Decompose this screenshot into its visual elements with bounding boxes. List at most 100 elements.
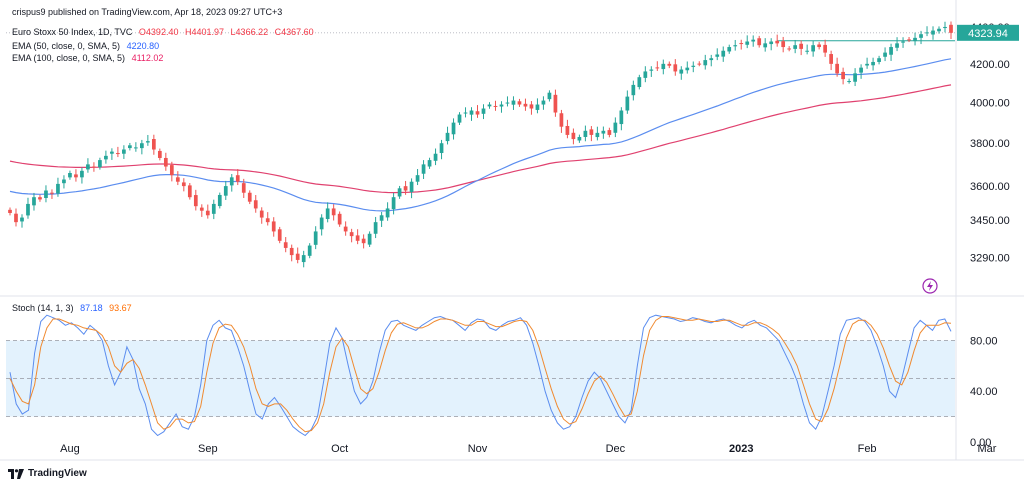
- tradingview-logo-icon: [8, 468, 24, 479]
- ema50-value: 4220.80: [126, 41, 160, 51]
- candle-body: [607, 130, 612, 135]
- candle-body: [517, 101, 522, 105]
- candle-body: [26, 203, 30, 216]
- candle-body: [601, 130, 606, 134]
- candle-body: [673, 64, 678, 72]
- candle-body: [931, 30, 935, 35]
- candle-body: [583, 130, 588, 137]
- candle-body: [439, 143, 444, 154]
- candle-body: [817, 44, 821, 48]
- candle-body: [523, 103, 528, 107]
- candle-body: [68, 172, 72, 178]
- ema100-label[interactable]: EMA (100, close, 0, SMA, 5): [12, 53, 126, 63]
- candle-body: [451, 122, 456, 135]
- candle-body: [349, 232, 354, 237]
- candle-body: [271, 221, 276, 232]
- ema50-label[interactable]: EMA (50, close, 0, SMA, 5): [12, 41, 121, 51]
- candle-body: [193, 195, 198, 207]
- candle-body: [895, 43, 899, 48]
- last-price-tag: [957, 24, 1019, 41]
- candle-body: [391, 197, 396, 210]
- candle-body: [469, 110, 474, 115]
- time-tick-label: 2023: [729, 443, 753, 455]
- candle-body: [104, 155, 108, 160]
- candle-body: [649, 69, 654, 71]
- candle-body: [937, 28, 941, 32]
- candle-body: [799, 43, 804, 49]
- candle-body: [487, 104, 492, 107]
- candle-body: [301, 255, 306, 263]
- candle-body: [140, 143, 144, 149]
- candle-body: [865, 63, 869, 66]
- candle-body: [685, 67, 690, 71]
- candle-body: [541, 100, 546, 105]
- candle-body: [331, 208, 336, 216]
- candle-body: [445, 132, 450, 142]
- candle-body: [727, 47, 732, 52]
- candle-body: [86, 164, 90, 170]
- ohlc-close: C4367.60: [274, 27, 314, 37]
- candle-body: [691, 65, 696, 67]
- candle-body: [643, 71, 648, 78]
- candle-body: [709, 58, 714, 61]
- candle-body: [853, 73, 857, 82]
- stoch-tick-label: 40.00: [970, 386, 998, 398]
- candle-body: [913, 37, 917, 42]
- candle-body: [715, 54, 720, 57]
- candle-body: [613, 122, 618, 133]
- stoch-label[interactable]: Stoch (14, 1, 3): [12, 303, 74, 313]
- price-tick-label: 3290.00: [970, 253, 1010, 265]
- candle-body: [265, 218, 270, 223]
- candle-body: [397, 188, 402, 197]
- ema100-legend[interactable]: EMA (100, close, 0, SMA, 5) 4112.02: [12, 53, 167, 63]
- ohlc-low: L4366.22: [230, 27, 269, 37]
- symbol-line[interactable]: Euro Stoxx 50 Index, 1D, TVC O4392.40 H4…: [12, 27, 318, 37]
- ohlc-open: O4392.40: [138, 27, 179, 37]
- last-price-value: 4323.94: [968, 28, 1008, 40]
- candle-body: [547, 92, 552, 100]
- candle-body: [50, 192, 54, 194]
- candle-body: [475, 111, 480, 115]
- candle-body: [433, 153, 438, 161]
- stoch-tick-label: 0.00: [970, 437, 991, 449]
- candle-body: [110, 151, 114, 154]
- candle-body: [175, 177, 180, 182]
- lightning-icon: [922, 278, 938, 294]
- tradingview-brand[interactable]: TradingView: [8, 468, 87, 479]
- ohlc-high: H4401.97: [184, 27, 225, 37]
- candle-body: [38, 197, 42, 200]
- candle-body: [157, 150, 162, 158]
- candle-body: [343, 226, 348, 232]
- brand-text[interactable]: TradingView: [28, 468, 87, 479]
- candle-body: [367, 233, 372, 245]
- ema100-value: 4112.02: [131, 53, 164, 63]
- stoch-legend[interactable]: Stoch (14, 1, 3) 87.18 93.67: [12, 303, 136, 313]
- candle-body: [637, 77, 642, 88]
- ema50-legend[interactable]: EMA (50, close, 0, SMA, 5) 4220.80: [12, 41, 163, 51]
- candle-body: [553, 94, 558, 113]
- candle-body: [205, 210, 210, 216]
- candle-body: [631, 84, 636, 96]
- stoch-d-line: [9, 316, 952, 433]
- candle-body: [883, 52, 887, 57]
- candle-body: [841, 71, 845, 80]
- candle-body: [181, 182, 186, 187]
- candle-body: [793, 45, 798, 49]
- candle-body: [169, 165, 174, 176]
- candle-body: [295, 253, 300, 260]
- candle-body: [355, 235, 360, 241]
- time-tick-label: Mar: [977, 443, 996, 455]
- candle-body: [373, 222, 378, 234]
- candle-body: [655, 67, 660, 69]
- candle-body: [421, 164, 426, 174]
- time-tick-label: Aug: [60, 443, 80, 455]
- price-tick-label: 4000.00: [970, 98, 1010, 110]
- candle-body: [145, 141, 150, 143]
- candle-body: [44, 190, 48, 199]
- candle-body: [361, 238, 366, 244]
- candle-body: [769, 41, 774, 45]
- candle-body: [481, 108, 486, 114]
- candle-body: [151, 139, 156, 150]
- symbol-name[interactable]: Euro Stoxx 50 Index, 1D, TVC: [12, 27, 133, 37]
- candle-body: [337, 213, 342, 225]
